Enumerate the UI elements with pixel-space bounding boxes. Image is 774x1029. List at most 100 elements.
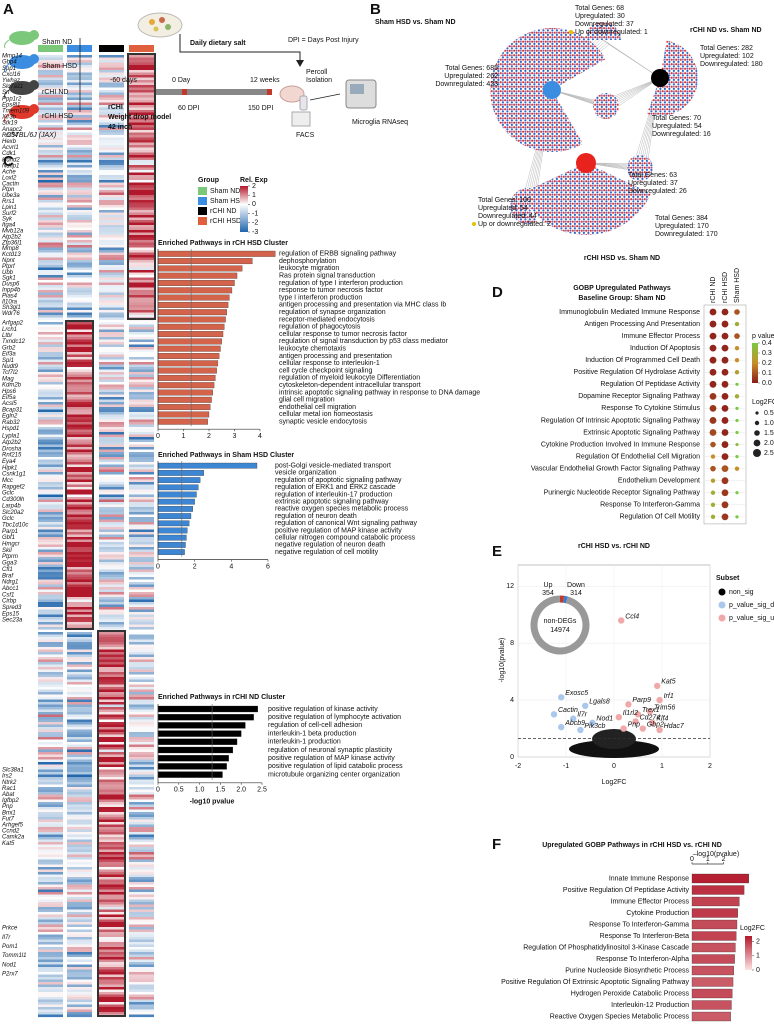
heatmap-cell xyxy=(38,402,63,405)
heatmap-cell xyxy=(129,507,154,510)
group-bar xyxy=(38,45,63,52)
heatmap-cell xyxy=(99,429,124,433)
x-tick-label: 4 xyxy=(258,433,262,440)
heatmap-cell xyxy=(38,389,63,393)
heatmap-cell xyxy=(38,954,63,958)
pathway-label: cellular response to interleukin-1 xyxy=(279,360,380,367)
pathway-label: regulation of neuron death xyxy=(275,513,357,520)
heatmap-cell xyxy=(129,567,154,570)
heatmap-cell xyxy=(129,287,154,291)
dot xyxy=(735,442,739,447)
gene-count: Downregulated: 16 xyxy=(652,131,711,138)
heatmap-cell xyxy=(129,772,154,775)
heatmap-cell xyxy=(99,107,124,111)
heatmap-cell xyxy=(38,245,63,248)
comparison-title: Sham HSD vs. Sham ND xyxy=(375,19,456,26)
heatmap-cell xyxy=(67,844,92,848)
heatmap-cell xyxy=(67,442,92,445)
heatmap-cell xyxy=(67,972,92,975)
heatmap-cell xyxy=(129,854,154,858)
heatmap-cell xyxy=(129,872,154,875)
heatmap-cell xyxy=(129,607,154,610)
pathway-label: Regulation Of Peptidase Activity xyxy=(600,381,700,388)
heatmap-cell xyxy=(129,374,154,378)
heatmap-cell xyxy=(67,160,92,163)
heatmap-cell xyxy=(129,864,154,868)
heatmap-cell xyxy=(129,597,154,600)
heatmap-cell xyxy=(99,504,124,508)
heatmap-cell xyxy=(38,997,63,1000)
heatmap-cell xyxy=(38,342,63,345)
heatmap-cell xyxy=(67,574,92,578)
heatmap-cell xyxy=(67,429,92,433)
heatmap-cell xyxy=(67,112,92,116)
heatmap-cell xyxy=(67,220,92,223)
heatmap-cell xyxy=(67,854,92,858)
heatmap-cell xyxy=(38,272,63,276)
heatmap-cell xyxy=(38,922,63,925)
chart-title: Enriched Pathways in rCH HSD Cluster xyxy=(158,240,288,247)
heatmap-cell xyxy=(67,384,92,388)
heatmap-cell xyxy=(38,734,63,738)
legend-label: rCHI HSD xyxy=(210,218,241,225)
heatmap-cell xyxy=(129,682,154,685)
heatmap-cell xyxy=(67,1002,92,1005)
mouse-tail xyxy=(4,39,10,49)
heatmap-cell xyxy=(38,634,63,638)
pathway-label: regulation of signal transduction by p53… xyxy=(279,338,449,345)
heatmap-cell xyxy=(67,512,92,515)
pathway-label: synaptic vesicle endocytosis xyxy=(279,419,367,426)
heatmap-cell xyxy=(67,300,92,303)
heatmap-cell xyxy=(67,127,92,131)
heatmap-cell xyxy=(99,1009,124,1013)
heatmap-cell xyxy=(38,469,63,473)
heatmap-cell xyxy=(67,782,92,785)
heatmap-cell xyxy=(129,504,154,508)
heatmap-cell xyxy=(129,359,154,363)
heatmap-cell xyxy=(99,72,124,76)
heatmap-cell xyxy=(129,847,154,850)
heatmap-cell xyxy=(99,919,124,923)
heatmap-cell xyxy=(129,117,154,121)
heatmap-cell xyxy=(38,507,63,510)
heatmap-cell xyxy=(99,794,124,798)
heatmap-cell xyxy=(129,167,154,171)
heatmap-cell xyxy=(99,544,124,548)
bar xyxy=(157,250,276,257)
bar xyxy=(157,513,192,519)
bar xyxy=(157,280,235,286)
heatmap-cell xyxy=(38,707,63,710)
heatmap-cell xyxy=(129,222,154,226)
pathway-label: Purinergic Nucleotide Receptor Signaling… xyxy=(544,490,701,497)
gene-count: Downregulated: 180 xyxy=(700,61,763,68)
heatmap-cell xyxy=(67,337,92,340)
heatmap-cell xyxy=(67,989,92,993)
heatmap-cell xyxy=(99,954,124,958)
heatmap-cell xyxy=(38,337,63,340)
heatmap-cell xyxy=(99,819,124,823)
heatmap-cell xyxy=(99,779,124,783)
heatmap-cell xyxy=(99,217,124,221)
heatmap-cell xyxy=(67,637,92,640)
heatmap-cell xyxy=(38,587,63,590)
heatmap-cell xyxy=(67,105,92,108)
node xyxy=(651,69,669,87)
heatmap-cell xyxy=(67,612,92,615)
heatmap-cell xyxy=(129,587,154,590)
size-label: 2.0 xyxy=(764,440,774,447)
heatmap-cell xyxy=(129,712,154,715)
dot xyxy=(710,502,716,507)
heatmap-cell xyxy=(67,115,92,118)
dot xyxy=(721,441,729,448)
heatmap-cell xyxy=(38,235,63,238)
heatmap-cell xyxy=(67,509,92,513)
heatmap-cell xyxy=(67,444,92,448)
heatmap-cell xyxy=(67,749,92,753)
heatmap-cell xyxy=(99,622,124,625)
dot xyxy=(721,344,729,352)
heatmap-cell xyxy=(67,305,92,308)
heatmap-cell xyxy=(38,939,63,943)
heatmap-cell xyxy=(129,344,154,348)
column-label: rCHI ND xyxy=(710,277,717,303)
heatmap-cell xyxy=(129,494,154,498)
